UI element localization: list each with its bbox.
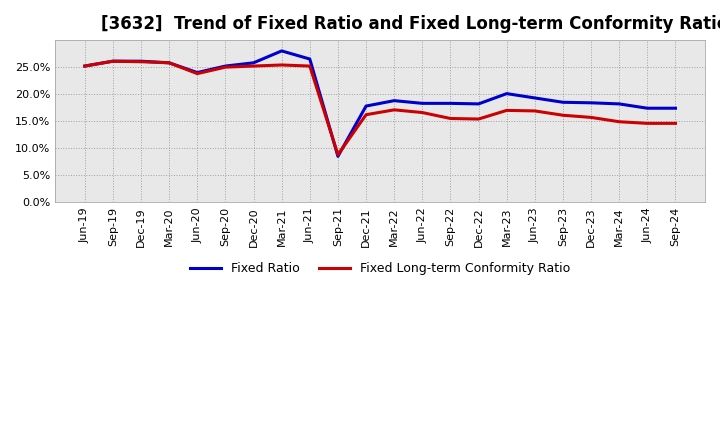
Fixed Ratio: [390, 98, 398, 103]
Fixed Ratio: [249, 60, 258, 66]
Fixed Ratio: [643, 106, 652, 111]
Fixed Ratio: [81, 63, 89, 69]
Fixed Long-term Conformity Ratio: [559, 113, 567, 118]
Fixed Long-term Conformity Ratio: [81, 63, 89, 69]
Fixed Long-term Conformity Ratio: [165, 60, 174, 66]
Fixed Ratio: [418, 101, 427, 106]
Fixed Long-term Conformity Ratio: [277, 62, 286, 68]
Fixed Long-term Conformity Ratio: [361, 112, 370, 117]
Fixed Ratio: [446, 101, 455, 106]
Fixed Long-term Conformity Ratio: [671, 121, 680, 126]
Fixed Ratio: [531, 95, 539, 101]
Fixed Ratio: [361, 103, 370, 109]
Fixed Ratio: [277, 48, 286, 54]
Text: [3632]  Trend of Fixed Ratio and Fixed Long-term Conformity Ratio: [3632] Trend of Fixed Ratio and Fixed Lo…: [101, 15, 720, 33]
Fixed Long-term Conformity Ratio: [615, 119, 624, 125]
Legend: Fixed Ratio, Fixed Long-term Conformity Ratio: Fixed Ratio, Fixed Long-term Conformity …: [185, 257, 575, 280]
Fixed Long-term Conformity Ratio: [446, 116, 455, 121]
Fixed Ratio: [333, 154, 342, 159]
Fixed Long-term Conformity Ratio: [474, 117, 483, 122]
Fixed Ratio: [137, 59, 145, 64]
Fixed Long-term Conformity Ratio: [531, 108, 539, 114]
Fixed Ratio: [165, 60, 174, 66]
Fixed Long-term Conformity Ratio: [333, 152, 342, 158]
Fixed Ratio: [109, 59, 117, 64]
Fixed Long-term Conformity Ratio: [249, 63, 258, 69]
Fixed Long-term Conformity Ratio: [193, 71, 202, 76]
Fixed Ratio: [615, 101, 624, 106]
Fixed Ratio: [474, 101, 483, 106]
Fixed Ratio: [559, 99, 567, 105]
Fixed Long-term Conformity Ratio: [109, 59, 117, 64]
Fixed Ratio: [305, 56, 314, 62]
Fixed Long-term Conformity Ratio: [503, 108, 511, 113]
Line: Fixed Long-term Conformity Ratio: Fixed Long-term Conformity Ratio: [85, 61, 675, 155]
Fixed Long-term Conformity Ratio: [305, 63, 314, 69]
Fixed Ratio: [587, 100, 595, 106]
Fixed Ratio: [503, 91, 511, 96]
Fixed Long-term Conformity Ratio: [390, 107, 398, 113]
Fixed Long-term Conformity Ratio: [137, 59, 145, 64]
Line: Fixed Ratio: Fixed Ratio: [85, 51, 675, 156]
Fixed Ratio: [221, 63, 230, 69]
Fixed Long-term Conformity Ratio: [587, 115, 595, 120]
Fixed Long-term Conformity Ratio: [418, 110, 427, 115]
Fixed Long-term Conformity Ratio: [221, 65, 230, 70]
Fixed Long-term Conformity Ratio: [643, 121, 652, 126]
Fixed Ratio: [193, 70, 202, 75]
Fixed Ratio: [671, 106, 680, 111]
